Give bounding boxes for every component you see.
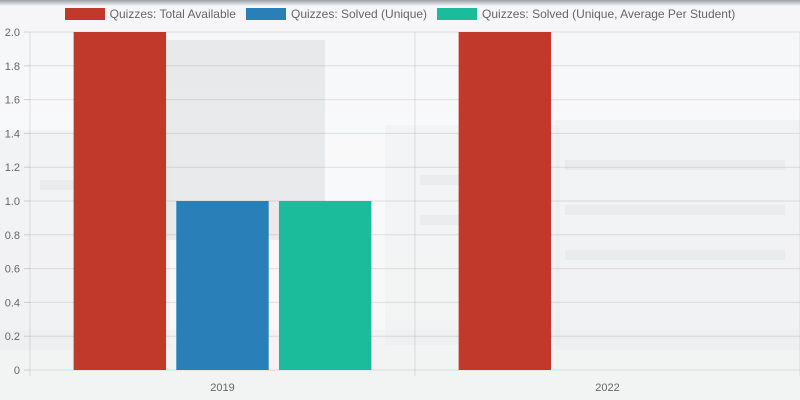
legend-item-total-available[interactable]: Quizzes: Total Available	[64, 7, 236, 21]
y-tick-label: 1.2	[5, 162, 20, 174]
legend-swatch	[437, 8, 478, 20]
y-tick-label: 1.8	[5, 61, 20, 73]
y-tick-label: 0.6	[5, 264, 20, 276]
y-tick-label: 1.6	[5, 95, 20, 107]
legend-swatch	[64, 8, 105, 20]
bar	[458, 32, 552, 370]
legend-label: Quizzes: Solved (Unique, Average Per Stu…	[482, 7, 736, 21]
top-shadow	[0, 0, 800, 6]
y-tick-label: 1.0	[5, 196, 20, 208]
y-tick-label: 0.2	[5, 331, 20, 343]
legend-label: Quizzes: Total Available	[109, 7, 236, 21]
y-tick-label: 1.4	[5, 128, 20, 140]
x-tick-label: 2019	[210, 382, 234, 394]
bar	[278, 201, 372, 370]
legend-item-solved-unique[interactable]: Quizzes: Solved (Unique)	[245, 7, 428, 21]
legend-item-solved-unique-average[interactable]: Quizzes: Solved (Unique, Average Per Stu…	[437, 7, 735, 21]
legend-label: Quizzes: Solved (Unique)	[290, 7, 428, 21]
y-tick-label: 0	[14, 365, 20, 377]
x-tick-label: 2022	[595, 382, 619, 394]
y-tick-label: 0.4	[5, 297, 20, 309]
bar	[73, 32, 167, 370]
legend-swatch	[245, 8, 286, 20]
y-tick-label: 2.0	[5, 27, 20, 39]
y-tick-label: 0.8	[5, 230, 20, 242]
bar	[176, 201, 269, 370]
legend: Quizzes: Total Available Quizzes: Solved…	[0, 7, 800, 21]
